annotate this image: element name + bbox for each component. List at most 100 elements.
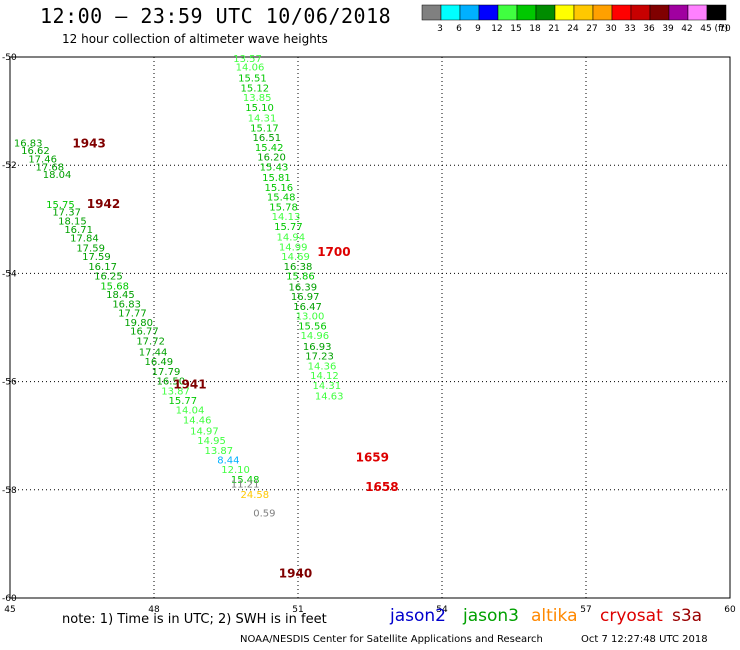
color-scale-label: 45 (700, 24, 711, 34)
swh-value-label: 17.46 (28, 155, 57, 166)
swh-value-label: 13.87 (204, 446, 233, 457)
legend-cryosat: cryosat (600, 606, 663, 626)
footer-credit: NOAA/NESDIS Center for Satellite Applica… (240, 634, 543, 645)
swh-value-label: 16.77 (130, 327, 159, 338)
swh-value-label: 17.84 (70, 234, 99, 245)
swh-value-label: 14.69 (281, 252, 310, 263)
swh-value-label: 24.58 (240, 490, 269, 501)
swh-value-label: 16.17 (88, 262, 117, 273)
swh-value-label: 16.38 (284, 262, 313, 273)
swh-value-label: 14.12 (310, 371, 339, 382)
color-scale-label: 9 (475, 24, 481, 34)
swh-value-label: 13.87 (161, 386, 190, 397)
color-scale-swatch (706, 4, 727, 21)
color-scale-swatch (554, 4, 575, 21)
page-title: 12:00 – 23:59 UTC 10/06/2018 (40, 4, 392, 28)
swh-value-label: 15.16 (264, 183, 293, 194)
color-scale-swatch (687, 4, 708, 21)
color-scale-swatch (630, 4, 651, 21)
swh-value-label: 15.81 (262, 173, 291, 184)
color-scale-label: 18 (529, 24, 541, 34)
color-scale-swatch (573, 4, 594, 21)
swh-value-label: 16.49 (144, 357, 173, 368)
swh-value-label: 17.68 (36, 162, 65, 173)
color-scale-label: 12 (491, 24, 502, 34)
swh-value-label: 14.31 (248, 114, 277, 125)
swh-value-label: 14.36 (308, 361, 337, 372)
color-scale-unit: (ft) (714, 24, 728, 34)
swh-value-label: 15.77 (168, 396, 197, 407)
swh-value-label: 13.00 (296, 312, 325, 323)
color-scale-label: 27 (586, 24, 597, 34)
color-scale-label: 70 (719, 24, 731, 34)
color-scale-swatch (478, 4, 499, 21)
color-scale-label: 15 (510, 24, 521, 34)
swh-value-label: 15.77 (274, 222, 303, 233)
swh-value-label: 14.46 (183, 415, 212, 426)
x-tick-label: 51 (292, 605, 303, 615)
pass-time-label: 1941 (173, 377, 206, 391)
x-tick-label: 48 (148, 605, 160, 615)
swh-value-label: 14.04 (176, 406, 205, 417)
y-tick-label: -52 (2, 161, 17, 171)
swh-value-label: 13.57 (233, 54, 262, 65)
swh-value-label: 18.04 (43, 170, 72, 181)
color-scale-label: 21 (548, 24, 559, 34)
swh-value-label: 16.93 (303, 342, 332, 353)
color-scale-bar: 3 6 9 12 15 18 21 24 27 30 33 36 39 42 45 70(ft) (421, 4, 731, 34)
swh-value-label: 12.10 (221, 465, 250, 476)
color-scale-swatch (649, 4, 670, 21)
legend-s3a: s3a (672, 606, 703, 626)
swh-value-label: 18.15 (58, 216, 87, 227)
plot-area: 45 48 51 54 57 60-50-52-54-56-58-6016.8316.62… (2, 53, 736, 615)
x-tick-label: 60 (724, 605, 736, 615)
color-scale-label: 30 (605, 24, 617, 34)
pass-time-label: 1700 (317, 245, 350, 259)
swh-value-label: 16.97 (291, 292, 320, 303)
color-scale-label: 39 (662, 24, 674, 34)
swh-value-label: 19.80 (124, 318, 153, 329)
y-tick-label: -60 (2, 594, 17, 604)
swh-value-label: 16.50 (156, 377, 185, 388)
swh-value-label: 17.37 (52, 208, 81, 219)
legend-altika: altika (531, 606, 578, 626)
y-tick-label: -50 (2, 53, 17, 63)
color-scale-swatch (497, 4, 518, 21)
footer-note: note: 1) Time is in UTC; 2) SWH is in fe… (62, 612, 327, 627)
swh-value-label: 15.10 (245, 103, 274, 114)
plot-frame (9, 56, 731, 599)
pass-time-label: 1659 (356, 450, 389, 464)
swh-value-label: 14.06 (236, 63, 265, 74)
color-scale-label: 36 (643, 24, 655, 34)
swh-value-label: 14.95 (197, 436, 226, 447)
pass-time-label: 1658 (365, 480, 398, 494)
swh-value-label: 15.48 (267, 193, 296, 204)
swh-value-label: 15.75 (46, 200, 75, 211)
swh-value-label: 17.59 (82, 252, 111, 263)
swh-value-label: 15.17 (250, 123, 279, 134)
swh-value-label: 8.44 (217, 456, 239, 467)
y-tick-label: -58 (2, 486, 17, 496)
swh-value-label: 13.85 (243, 93, 272, 104)
y-tick-label: -56 (2, 378, 17, 388)
pass-time-label: 1943 (72, 137, 105, 151)
swh-value-label: 17.77 (118, 308, 147, 319)
color-scale-label: 24 (567, 24, 579, 34)
color-scale-swatch (668, 4, 689, 21)
color-scale-swatch (516, 4, 537, 21)
pass-time-label: 1942 (87, 197, 120, 211)
footer-timestamp: Oct 7 12:27:48 UTC 2018 (581, 634, 708, 645)
legend-jason3: jason3 (463, 606, 519, 626)
swh-value-label: 14.96 (300, 331, 329, 342)
color-scale-label: 42 (681, 24, 692, 34)
swh-value-label: 16.83 (14, 138, 43, 149)
color-scale-swatch (421, 4, 442, 21)
swh-value-label: 15.56 (298, 321, 327, 332)
color-scale-swatch (611, 4, 632, 21)
swh-value-label: 15.68 (100, 281, 129, 292)
swh-value-label: 17.79 (152, 367, 181, 378)
swh-value-label: 15.86 (286, 272, 315, 283)
legend-jason2: jason2 (390, 606, 446, 626)
swh-value-label: 17.72 (136, 336, 165, 347)
